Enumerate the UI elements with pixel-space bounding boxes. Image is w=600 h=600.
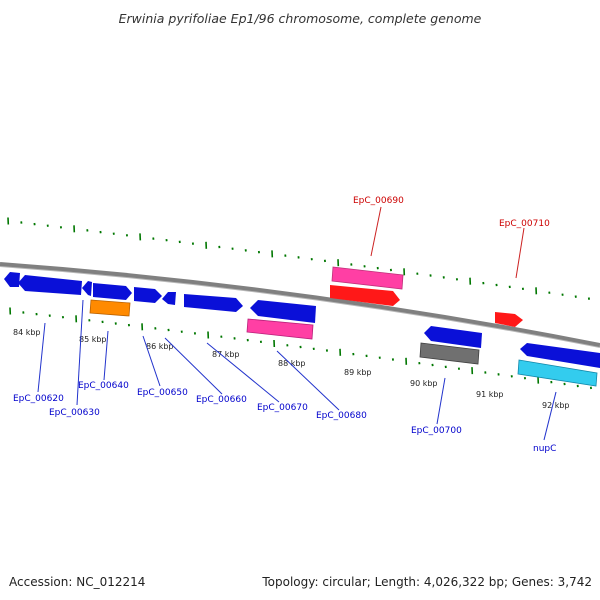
cds-glyph-epc-00620[interactable] <box>18 275 82 295</box>
leader-line <box>76 299 84 406</box>
gene-label-epc-00670[interactable]: EpC_00670 <box>257 403 308 413</box>
lower-tick-track <box>9 307 592 390</box>
leader-line <box>142 335 161 387</box>
cds-glyph-unnamed[interactable] <box>4 272 20 287</box>
cds-glyph-epc-00700[interactable] <box>424 326 482 348</box>
gene-label-epc-00700[interactable]: EpC_00700 <box>411 426 462 436</box>
gene-label-epc-00640[interactable]: EpC_00640 <box>78 381 129 391</box>
orange-feature-glyph[interactable] <box>89 299 131 317</box>
leader-line <box>103 330 109 381</box>
genome-summary-text: Topology: circular; Length: 4,026,322 bp… <box>262 575 592 589</box>
gene-label-epc-00690[interactable]: EpC_00690 <box>353 196 404 206</box>
leader-line <box>37 322 46 393</box>
map-title: Erwinia pyrifoliae Ep1/96 chromosome, co… <box>118 11 482 26</box>
leader-lines <box>37 206 557 441</box>
chromosome-backbone <box>0 262 600 347</box>
cds-glyph-epc-00680[interactable] <box>250 300 316 323</box>
ruler-label: 84 kbp <box>13 328 41 337</box>
cds-glyph-epc-00650[interactable] <box>134 287 162 303</box>
ruler-label: 85 kbp <box>79 335 107 344</box>
gene-label-epc-00660[interactable]: EpC_00660 <box>196 395 247 405</box>
leader-line <box>370 206 382 257</box>
cyan-feature-glyph[interactable] <box>517 359 598 387</box>
gene-label-epc-00710[interactable]: EpC_00710 <box>499 219 550 229</box>
ruler-label: 91 kbp <box>476 390 504 399</box>
ruler-label: 86 kbp <box>146 342 174 351</box>
leader-line <box>543 391 557 441</box>
gene-label-epc-00620[interactable]: EpC_00620 <box>13 394 64 404</box>
leader-line <box>206 342 280 403</box>
leader-line <box>515 227 525 279</box>
ruler-label: 92 kbp <box>542 401 570 410</box>
gene-labels: EpC_00620 EpC_00630 EpC_00640 EpC_00650 … <box>13 196 556 454</box>
cds-glyph-nupc[interactable] <box>520 343 600 368</box>
cds-glyph-epc-00660[interactable] <box>162 292 176 305</box>
cds-glyph-epc-00690-red[interactable] <box>330 285 400 306</box>
leader-line <box>276 350 340 411</box>
leader-line <box>436 377 446 425</box>
ruler-label: 89 kbp <box>344 368 372 377</box>
cds-glyph-epc-00670[interactable] <box>184 294 243 312</box>
upper-tick-track <box>7 217 590 300</box>
ruler-labels: 84 kbp 85 kbp 86 kbp 87 kbp 88 kbp 89 kb… <box>13 328 570 410</box>
ruler-label: 87 kbp <box>212 350 240 359</box>
ruler-label: 90 kbp <box>410 379 438 388</box>
gene-label-epc-00630[interactable]: EpC_00630 <box>49 408 100 418</box>
gene-label-nupc[interactable]: nupC <box>533 444 556 454</box>
accession-text: Accession: NC_012214 <box>9 575 146 589</box>
cds-glyph-epc-00630[interactable] <box>82 281 92 296</box>
rna-glyph-epc-00690[interactable] <box>331 266 404 290</box>
gray-feature-glyph[interactable] <box>419 342 480 365</box>
rna-glyph-lower[interactable] <box>246 318 314 340</box>
gene-label-epc-00650[interactable]: EpC_00650 <box>137 388 188 398</box>
ruler-label: 88 kbp <box>278 359 306 368</box>
gene-label-epc-00680[interactable]: EpC_00680 <box>316 411 367 421</box>
cds-glyph-epc-00710[interactable] <box>495 312 523 327</box>
feature-track <box>4 266 600 387</box>
cds-glyph-epc-00640[interactable] <box>93 283 132 300</box>
leader-line <box>164 337 223 395</box>
